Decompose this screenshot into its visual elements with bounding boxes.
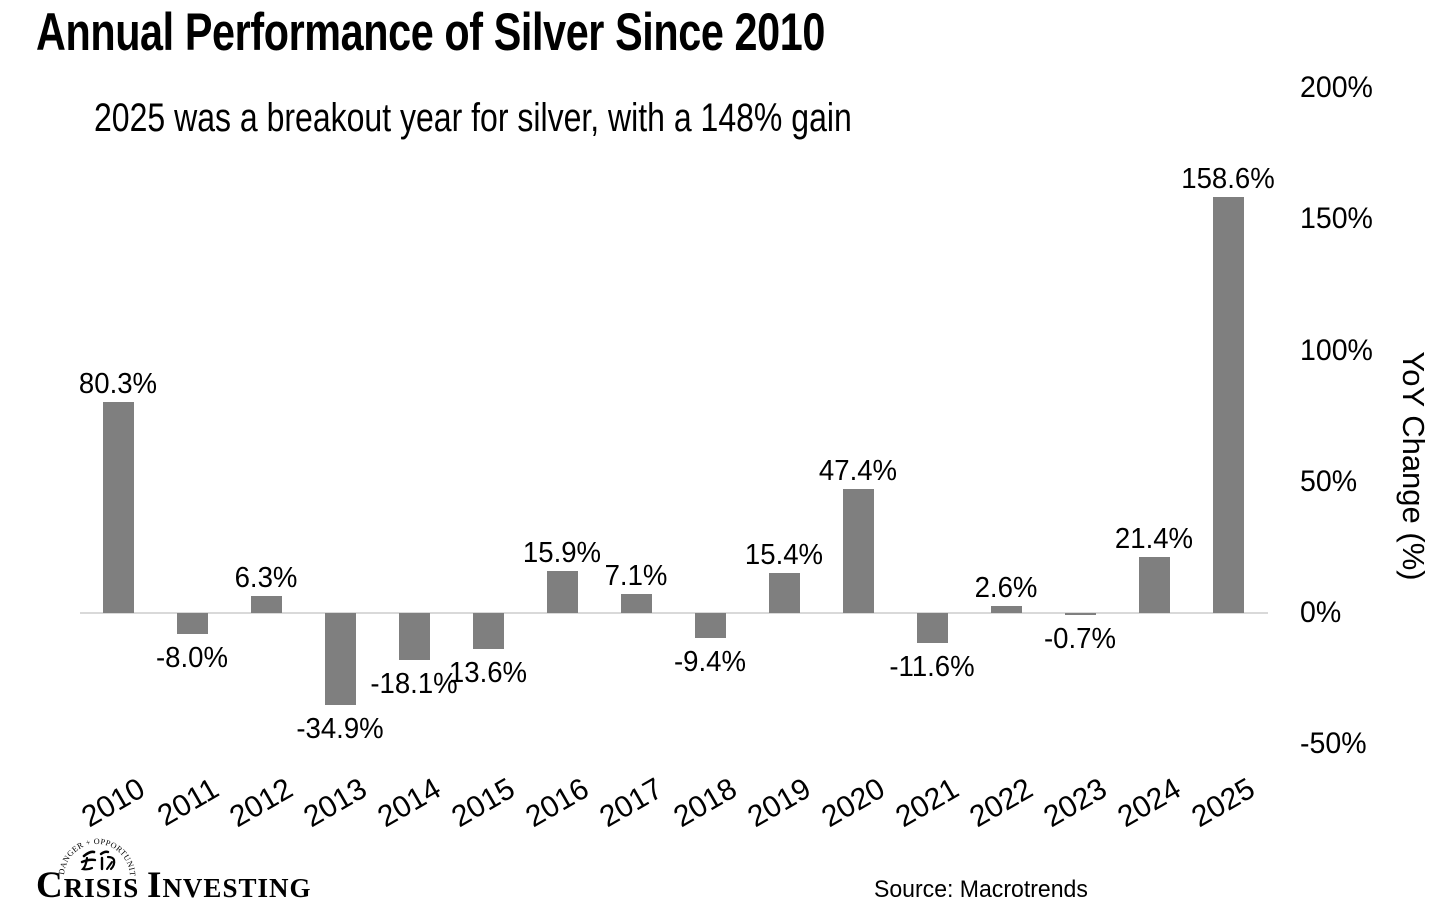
x-tick-2022: 2022 xyxy=(964,772,1039,834)
y-tick-200%: 200% xyxy=(1300,71,1373,105)
x-tick-2018: 2018 xyxy=(668,772,743,834)
x-tick-2025: 2025 xyxy=(1186,772,1261,834)
bar-2017 xyxy=(620,594,652,613)
bar-2022 xyxy=(990,606,1022,613)
crisis-investing-logo: DANGER + OPPORTUNITY CRISIS INVESTING xyxy=(36,836,366,906)
logo-wordmark: CRISIS INVESTING xyxy=(36,865,312,906)
zero-axis-line xyxy=(80,612,1268,614)
x-tick-2021: 2021 xyxy=(890,772,965,834)
value-label-2018: -9.4% xyxy=(674,645,746,678)
value-label-2024: 21.4% xyxy=(1114,522,1194,555)
y-tick-150%: 150% xyxy=(1300,202,1373,236)
value-label-2023: -0.7% xyxy=(1044,622,1116,655)
value-label-2020: 47.4% xyxy=(818,454,898,487)
x-tick-2017: 2017 xyxy=(594,772,669,834)
x-tick-2015: 2015 xyxy=(446,772,521,834)
x-tick-2019: 2019 xyxy=(742,772,817,834)
bar-2018 xyxy=(694,613,726,638)
value-label-2014: -18.1% xyxy=(370,668,458,701)
y-tick-100%: 100% xyxy=(1300,333,1373,367)
x-tick-2014: 2014 xyxy=(372,772,447,834)
value-label-2012: 6.3% xyxy=(234,562,298,595)
bar-2011 xyxy=(176,613,208,634)
value-label-2010: 80.3% xyxy=(78,368,158,401)
x-tick-2020: 2020 xyxy=(816,772,891,834)
bar-2023 xyxy=(1064,613,1096,615)
bar-2010 xyxy=(102,402,134,613)
bar-2020 xyxy=(842,488,874,613)
logo-brush-characters xyxy=(80,850,116,871)
bar-2016 xyxy=(546,571,578,613)
value-label-2013: -34.9% xyxy=(296,712,384,745)
bar-2025 xyxy=(1212,196,1244,613)
source-attribution: Source: Macrotrends xyxy=(874,876,1088,903)
bar-2015 xyxy=(472,613,504,649)
value-label-2022: 2.6% xyxy=(974,572,1038,605)
value-label-2019: 15.4% xyxy=(744,538,824,571)
y-tick-50%: 50% xyxy=(1300,464,1358,498)
chart-title: Annual Performance of Silver Since 2010 xyxy=(36,3,825,62)
value-label-2017: 7.1% xyxy=(604,560,668,593)
bar-2014 xyxy=(398,613,430,661)
y-tick-0%: 0% xyxy=(1300,596,1342,629)
value-label-2025: 158.6% xyxy=(1181,162,1275,195)
x-tick-2016: 2016 xyxy=(520,772,595,834)
y-tick--50%: -50% xyxy=(1300,727,1367,761)
value-label-2015: 13.6% xyxy=(448,656,528,689)
logo-emblem-icon: DANGER + OPPORTUNITY xyxy=(57,836,137,877)
bar-2013 xyxy=(324,613,356,705)
y-axis-title: YoY Change (%) xyxy=(1396,351,1431,581)
chart-subtitle: 2025 was a breakout year for silver, wit… xyxy=(94,96,852,140)
bar-2019 xyxy=(768,572,800,613)
value-label-2016: 15.9% xyxy=(522,537,602,570)
bar-2021 xyxy=(916,613,948,644)
x-tick-2024: 2024 xyxy=(1112,772,1187,834)
value-label-2011: -8.0% xyxy=(156,641,228,674)
x-tick-2023: 2023 xyxy=(1038,772,1113,834)
value-label-2021: -11.6% xyxy=(889,651,975,684)
bar-2012 xyxy=(250,596,282,613)
bar-2024 xyxy=(1138,556,1170,613)
